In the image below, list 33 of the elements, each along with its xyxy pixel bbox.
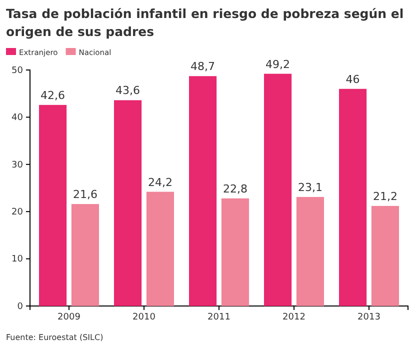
data-label: 43,6 (116, 84, 140, 98)
data-label: 23,1 (298, 180, 322, 194)
chart-title: Tasa de población infantil en riesgo de pobreza según el origen de sus padres (6, 6, 404, 39)
bar (71, 204, 99, 306)
x-tick-label: 2013 (358, 312, 380, 322)
y-tick-label: 40 (12, 113, 24, 124)
y-tick-label: 10 (12, 254, 24, 265)
data-label: 21,2 (372, 190, 398, 203)
x-tick-label: 2010 (132, 312, 156, 322)
y-tick-label: 20 (12, 207, 24, 218)
bar (221, 198, 249, 306)
y-tick-label: 0 (17, 302, 24, 312)
data-label: 42,6 (40, 88, 66, 102)
y-tick-label: 50 (12, 66, 24, 76)
data-label: 22,8 (222, 182, 248, 196)
bar (296, 196, 324, 306)
x-tick-label: 2009 (58, 312, 81, 322)
data-label: 49,2 (266, 58, 290, 71)
bar (114, 100, 142, 306)
y-tick-label: 30 (12, 160, 24, 170)
x-tick-label: 2011 (208, 312, 230, 322)
bar (371, 206, 399, 306)
source-note: Fuente: Euroestat (SILC) (6, 333, 104, 342)
bar (264, 74, 292, 306)
x-tick-label: 2012 (282, 312, 306, 322)
bar (39, 104, 67, 306)
data-label: 46 (346, 72, 360, 86)
bar (189, 76, 217, 306)
data-label: 21,6 (72, 188, 98, 202)
bar (339, 88, 367, 306)
data-label: 24,2 (148, 176, 172, 189)
bar (146, 192, 174, 306)
data-label: 48,7 (190, 60, 216, 74)
